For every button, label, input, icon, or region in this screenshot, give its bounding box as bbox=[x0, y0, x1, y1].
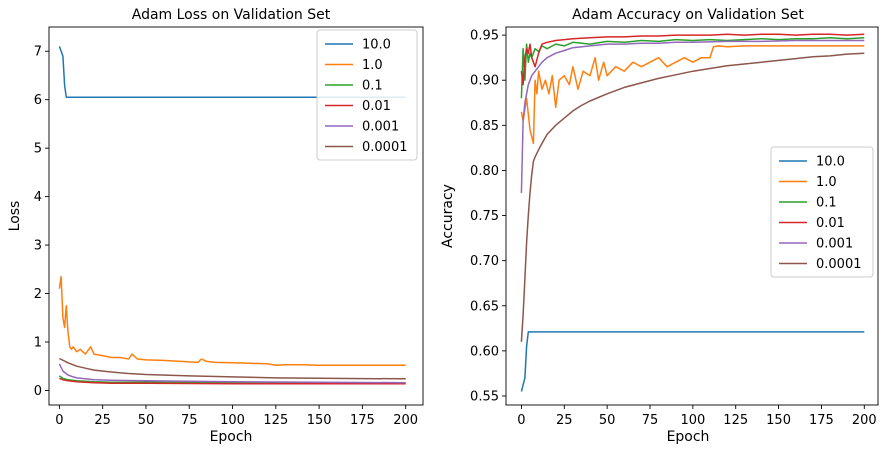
accuracy-y-tick-label: 0.80 bbox=[470, 164, 499, 179]
loss-chart: Adam Loss on Validation Set Epoch Loss 0… bbox=[7, 7, 424, 445]
accuracy-series-line-0.001 bbox=[520, 39, 865, 194]
loss-legend: 10.0 1.0 0.1 0.01 0.001 0.0001 bbox=[316, 29, 418, 161]
accuracy-legend-label-10.0: 10.0 bbox=[816, 155, 845, 170]
loss-axes-frame bbox=[48, 26, 424, 406]
accuracy-y-tick-label: 0.75 bbox=[470, 209, 499, 224]
loss-series-line-0.0001 bbox=[59, 357, 406, 380]
loss-y-tick-label: 3 bbox=[34, 239, 42, 254]
accuracy-series-line-0.01 bbox=[520, 33, 865, 86]
loss-x-tick-label: 125 bbox=[263, 413, 288, 428]
accuracy-x-tick-label: 25 bbox=[556, 413, 573, 428]
accuracy-y-tick-label: 0.95 bbox=[470, 29, 499, 44]
accuracy-chart: Adam Accuracy on Validation Set Epoch Ac… bbox=[440, 7, 879, 445]
loss-legend-label-0.1: 0.1 bbox=[362, 79, 383, 94]
accuracy-chart-xlabel: Epoch bbox=[667, 429, 710, 445]
accuracy-y-tick-label: 0.70 bbox=[470, 254, 499, 269]
accuracy-axes-frame bbox=[505, 26, 879, 406]
accuracy-chart-ylabel: Accuracy bbox=[440, 184, 456, 248]
loss-series-line-10.0 bbox=[58, 46, 406, 99]
loss-x-tick-label: 75 bbox=[181, 413, 198, 428]
loss-chart-ylabel: Loss bbox=[7, 201, 23, 232]
loss-y-tick-label: 0 bbox=[34, 384, 42, 399]
accuracy-series-line-0.0001 bbox=[520, 52, 865, 342]
accuracy-legend: 10.0 1.0 0.1 0.01 0.001 0.0001 bbox=[770, 146, 874, 278]
accuracy-legend-label-1.0: 1.0 bbox=[816, 175, 837, 190]
loss-y-tick-label: 1 bbox=[34, 336, 42, 351]
accuracy-y-tick-label: 0.65 bbox=[470, 299, 499, 314]
loss-legend-box bbox=[316, 29, 418, 161]
accuracy-legend-label-0.1: 0.1 bbox=[816, 196, 837, 211]
accuracy-plot-area bbox=[520, 33, 865, 392]
loss-legend-label-0.01: 0.01 bbox=[362, 99, 391, 114]
accuracy-y-tick-label: 0.90 bbox=[470, 74, 499, 89]
accuracy-legend-label-0.01: 0.01 bbox=[816, 216, 845, 231]
accuracy-x-tick-label: 150 bbox=[766, 413, 791, 428]
accuracy-x-tick-label: 200 bbox=[852, 413, 877, 428]
loss-x-tick-label: 50 bbox=[138, 413, 155, 428]
loss-x-tick-label: 175 bbox=[350, 413, 375, 428]
accuracy-legend-label-0.0001: 0.0001 bbox=[816, 257, 862, 272]
accuracy-x-tick-label: 50 bbox=[599, 413, 616, 428]
loss-y-tick-label: 6 bbox=[34, 93, 42, 108]
loss-x-tick-label: 0 bbox=[55, 413, 63, 428]
loss-chart-xlabel: Epoch bbox=[210, 429, 253, 445]
loss-series-line-0.01 bbox=[59, 377, 406, 385]
loss-y-tick-label: 5 bbox=[34, 142, 42, 157]
accuracy-y-tick-label: 0.60 bbox=[470, 344, 499, 359]
loss-x-tick-label: 100 bbox=[220, 413, 245, 428]
accuracy-x-tick-label: 175 bbox=[809, 413, 834, 428]
accuracy-y-tick-label: 0.85 bbox=[470, 119, 499, 134]
loss-series-line-1.0 bbox=[58, 275, 406, 367]
loss-legend-label-10.0: 10.0 bbox=[362, 38, 391, 53]
accuracy-series-line-0.1 bbox=[520, 37, 865, 99]
accuracy-x-tick-label: 75 bbox=[642, 413, 659, 428]
accuracy-x-tick-label: 0 bbox=[517, 413, 525, 428]
accuracy-legend-label-0.001: 0.001 bbox=[816, 237, 853, 252]
loss-chart-title: Adam Loss on Validation Set bbox=[132, 7, 331, 23]
loss-legend-label-0.001: 0.001 bbox=[362, 120, 399, 135]
loss-series-line-0.001 bbox=[58, 363, 406, 384]
loss-y-tick-label: 4 bbox=[34, 190, 42, 205]
loss-x-tick-label: 200 bbox=[393, 413, 418, 428]
accuracy-legend-box bbox=[770, 146, 874, 278]
accuracy-y-tick-label: 0.55 bbox=[470, 389, 499, 404]
accuracy-series-line-1.0 bbox=[520, 45, 865, 145]
accuracy-series-line-10.0 bbox=[520, 331, 865, 392]
accuracy-chart-title: Adam Accuracy on Validation Set bbox=[572, 7, 804, 23]
loss-x-tick-label: 25 bbox=[94, 413, 111, 428]
loss-y-tick-label: 7 bbox=[34, 45, 42, 60]
loss-y-tick-label: 2 bbox=[34, 287, 42, 302]
loss-legend-label-1.0: 1.0 bbox=[362, 58, 383, 73]
loss-x-tick-label: 150 bbox=[307, 413, 332, 428]
accuracy-x-tick-label: 100 bbox=[680, 413, 705, 428]
loss-legend-label-0.0001: 0.0001 bbox=[362, 140, 408, 155]
accuracy-x-tick-label: 125 bbox=[723, 413, 748, 428]
loss-plot-area bbox=[58, 46, 406, 385]
